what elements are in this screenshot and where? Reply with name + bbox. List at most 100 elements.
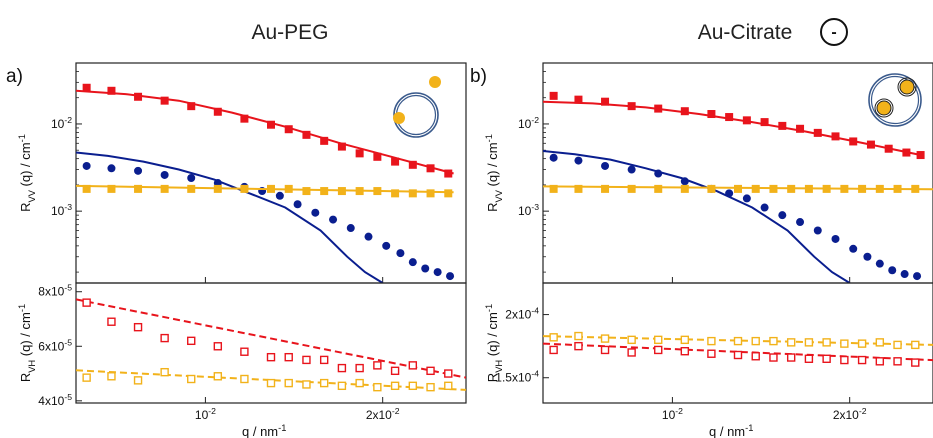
data-point bbox=[769, 184, 778, 193]
data-point bbox=[680, 107, 689, 116]
data-point bbox=[574, 95, 583, 104]
plot-frame bbox=[542, 282, 933, 404]
plot-frame bbox=[542, 62, 933, 284]
data-point bbox=[627, 102, 636, 111]
data-point bbox=[893, 357, 902, 366]
data-point bbox=[319, 378, 329, 388]
data-point bbox=[813, 226, 822, 235]
data-point bbox=[187, 173, 196, 182]
data-point bbox=[796, 124, 805, 133]
data-point bbox=[875, 259, 884, 268]
data-point bbox=[337, 363, 347, 373]
data-point bbox=[293, 200, 302, 209]
data-point bbox=[408, 361, 418, 370]
data-point bbox=[804, 354, 814, 363]
data-point bbox=[408, 189, 417, 198]
data-point bbox=[426, 366, 435, 376]
data-point bbox=[742, 116, 751, 125]
data-point bbox=[831, 132, 840, 141]
data-point bbox=[600, 334, 610, 343]
x-tick-label: 10-2 bbox=[195, 406, 216, 422]
data-point bbox=[82, 83, 91, 92]
data-point bbox=[82, 298, 91, 307]
data-point bbox=[240, 374, 249, 384]
data-point bbox=[804, 338, 814, 347]
data-point bbox=[426, 189, 435, 198]
data-point bbox=[421, 264, 430, 273]
data-point bbox=[444, 369, 453, 378]
x-tick-label: 10-2 bbox=[662, 406, 683, 422]
data-point bbox=[373, 382, 382, 392]
data-point bbox=[822, 338, 831, 347]
series-blue bbox=[543, 150, 922, 283]
x-tick-label: 2x10-2 bbox=[833, 406, 867, 422]
y-tick-label: 10-2 bbox=[51, 115, 72, 131]
data-point bbox=[786, 338, 796, 347]
series-gold bbox=[76, 367, 466, 392]
data-point bbox=[778, 211, 787, 220]
data-point bbox=[284, 184, 293, 193]
data-point bbox=[133, 322, 143, 332]
data-point bbox=[284, 378, 293, 388]
data-point bbox=[911, 358, 920, 367]
data-point bbox=[574, 341, 583, 351]
data-point bbox=[601, 161, 610, 170]
data-point bbox=[769, 353, 778, 362]
data-point bbox=[680, 177, 689, 186]
data-point bbox=[160, 170, 169, 179]
data-point bbox=[654, 104, 663, 113]
data-point bbox=[444, 381, 453, 391]
data-point bbox=[187, 336, 196, 346]
data-point bbox=[134, 92, 143, 101]
data-point bbox=[707, 336, 716, 346]
data-point bbox=[213, 342, 223, 351]
data-point bbox=[355, 363, 364, 373]
data-point bbox=[107, 184, 116, 193]
data-point bbox=[707, 184, 716, 193]
fit-line bbox=[76, 151, 384, 283]
data-point bbox=[390, 381, 400, 391]
data-point bbox=[916, 151, 925, 160]
data-point bbox=[240, 347, 249, 356]
series-red bbox=[543, 91, 925, 160]
data-point bbox=[654, 345, 663, 355]
data-point bbox=[787, 184, 796, 193]
data-point bbox=[302, 130, 311, 139]
data-point bbox=[863, 252, 872, 261]
series-red bbox=[76, 298, 466, 379]
data-point bbox=[302, 380, 311, 389]
panel-label-b: b) bbox=[470, 66, 487, 87]
data-point bbox=[707, 349, 716, 358]
data-point bbox=[82, 161, 91, 170]
data-point bbox=[893, 340, 902, 350]
data-point bbox=[680, 335, 690, 345]
data-point bbox=[82, 184, 91, 193]
data-point bbox=[857, 355, 867, 365]
data-point bbox=[778, 121, 787, 130]
data-point bbox=[822, 184, 831, 193]
data-point bbox=[734, 184, 742, 193]
data-point bbox=[857, 339, 867, 348]
data-point bbox=[900, 270, 909, 279]
y-tick-label: 1.5x10-4 bbox=[495, 369, 539, 385]
data-point bbox=[444, 169, 453, 178]
data-point bbox=[213, 372, 223, 381]
x-tick-label: 2x10-2 bbox=[366, 406, 400, 422]
data-point bbox=[601, 184, 610, 193]
fit-line bbox=[543, 342, 933, 362]
data-point bbox=[654, 169, 663, 178]
data-point bbox=[831, 234, 840, 243]
data-point bbox=[911, 340, 920, 350]
series-red bbox=[543, 341, 933, 367]
data-point bbox=[751, 184, 760, 193]
data-point bbox=[627, 184, 636, 193]
data-point bbox=[849, 137, 858, 146]
peg-particle-icon bbox=[393, 76, 441, 138]
data-point bbox=[133, 376, 143, 385]
fit-line bbox=[543, 335, 933, 346]
data-point bbox=[311, 208, 320, 217]
data-point bbox=[875, 184, 884, 193]
series-gold bbox=[76, 184, 454, 198]
data-point bbox=[355, 378, 364, 388]
x-axis-label: q / nm-1 bbox=[242, 423, 286, 438]
